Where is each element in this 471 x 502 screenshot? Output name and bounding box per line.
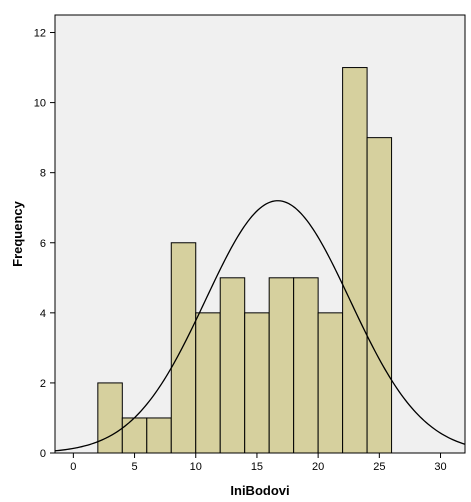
histogram-bar-8 xyxy=(268,277,295,454)
y-tick-label: 0 xyxy=(40,448,46,460)
histogram-bar-9 xyxy=(293,277,319,454)
histogram-bar-5 xyxy=(195,312,221,454)
x-tick-label: 30 xyxy=(434,461,446,473)
y-axis-title: Frequency xyxy=(10,200,25,267)
x-axis-title: IniBodovi xyxy=(230,483,289,498)
y-tick-label: 2 xyxy=(40,378,46,390)
normal-curve xyxy=(54,200,466,452)
y-tick-label: 10 xyxy=(34,98,46,110)
y-tick-label: 12 xyxy=(34,28,46,40)
x-tick-label: 20 xyxy=(312,461,324,473)
histogram-bar-6 xyxy=(219,277,246,454)
x-tick-label: 10 xyxy=(190,461,202,473)
x-tick-label: 0 xyxy=(70,461,76,473)
histogram-bar-2 xyxy=(121,417,148,454)
x-tick-label: 15 xyxy=(251,461,263,473)
y-ticks-group: 0 2 4 6 8 10 12 xyxy=(34,28,55,460)
histogram-bar-11 xyxy=(342,67,368,454)
histogram-bar-3 xyxy=(146,417,172,454)
histogram-bar-12 xyxy=(366,137,393,454)
histogram-bar-1 xyxy=(97,382,123,454)
y-tick-label: 4 xyxy=(40,308,46,320)
x-ticks-group: 0 5 10 15 20 25 30 xyxy=(70,453,447,473)
histogram-bar-4 xyxy=(170,242,197,454)
bars-group xyxy=(97,67,393,454)
y-tick-label: 8 xyxy=(40,168,46,180)
x-tick-label: 25 xyxy=(373,461,385,473)
histogram-bar-10 xyxy=(317,312,344,454)
histogram-bar-7 xyxy=(244,312,270,454)
x-tick-label: 5 xyxy=(131,461,137,473)
y-tick-label: 6 xyxy=(40,238,46,250)
